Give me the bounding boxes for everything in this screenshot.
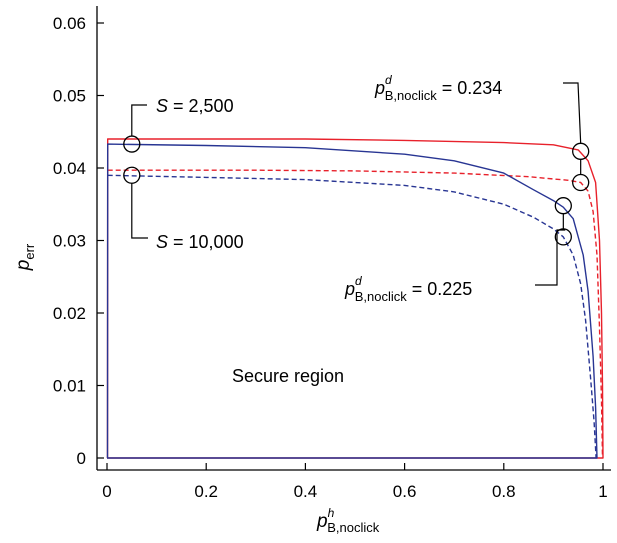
y-axis-title: perr: [13, 243, 37, 271]
y-axis-title-sub: err: [22, 243, 37, 260]
annotation-p-0225-value: = 0.225: [407, 279, 473, 299]
annotation-marker-3: [572, 142, 590, 160]
leader-p-0225: [535, 229, 566, 286]
annotation-p-0234-value: = 0.234: [437, 78, 503, 98]
x-axis-title: ph B,noclick: [316, 506, 380, 535]
series-line-3: [106, 143, 598, 459]
annotation-p-0234-symbol: p: [374, 78, 385, 98]
y-tick-label: 0.06: [53, 14, 86, 33]
leader-s-2500: [131, 104, 147, 137]
markers-group: [123, 135, 590, 246]
annotation-s-2500: S = 2,500: [156, 96, 234, 116]
axes: 0 0.2 0.4 0.6 0.8 1 0 0.01 0.02 0.03 0.04 0.05 0.06: [53, 6, 611, 501]
x-tick-label: 0.8: [492, 482, 516, 501]
annotation-marker-5: [554, 197, 572, 215]
y-tick-label: 0.01: [53, 377, 86, 396]
series-group: [106, 138, 604, 459]
annotation-s-10000-value: = 10,000: [168, 232, 244, 252]
annotation-s-2500-symbol: S: [156, 96, 168, 116]
annotation-p-0225-sup: d: [355, 274, 362, 288]
annotation-p-0234-sub: B,noclick: [385, 88, 438, 103]
y-axis-title-symbol: p: [13, 260, 34, 272]
x-axis-title-sub: B,noclick: [327, 520, 380, 535]
annotation-s-10000-symbol: S: [156, 232, 168, 252]
x-tick-label: 0: [102, 482, 111, 501]
series-line-4: [107, 174, 597, 459]
annotation-s-10000: S = 10,000: [156, 232, 244, 252]
annotation-p-0225: pd B,noclick = 0.225: [344, 274, 472, 304]
annotation-p-0225-sub: B,noclick: [355, 289, 408, 304]
y-tick-label: 0.05: [53, 87, 86, 106]
x-axis-title-symbol: p: [316, 511, 328, 532]
x-tick-label: 0.4: [294, 482, 318, 501]
secure-region-label: Secure region: [232, 366, 344, 386]
leader-p-0234-top: [563, 82, 582, 144]
annotation-s-2500-value: = 2,500: [168, 96, 234, 116]
y-tick-label: 0.03: [53, 232, 86, 251]
series-line-2: [107, 169, 604, 459]
x-tick-label: 1: [598, 482, 607, 501]
annotation-p-0234-sup: d: [385, 73, 392, 87]
y-tick-label: 0.04: [53, 159, 86, 178]
x-tick-label: 0.6: [393, 482, 417, 501]
y-tick-label: 0: [77, 449, 86, 468]
series-line-1: [106, 138, 604, 459]
annotation-p-0234: pd B,noclick = 0.234: [374, 73, 502, 103]
x-tick-label: 0.2: [194, 482, 218, 501]
y-tick-label: 0.02: [53, 304, 86, 323]
annotation-leaders: [131, 82, 582, 286]
x-axis-title-sup: h: [328, 506, 335, 520]
leader-s-10000: [131, 183, 148, 239]
annotation-p-0225-symbol: p: [344, 279, 355, 299]
